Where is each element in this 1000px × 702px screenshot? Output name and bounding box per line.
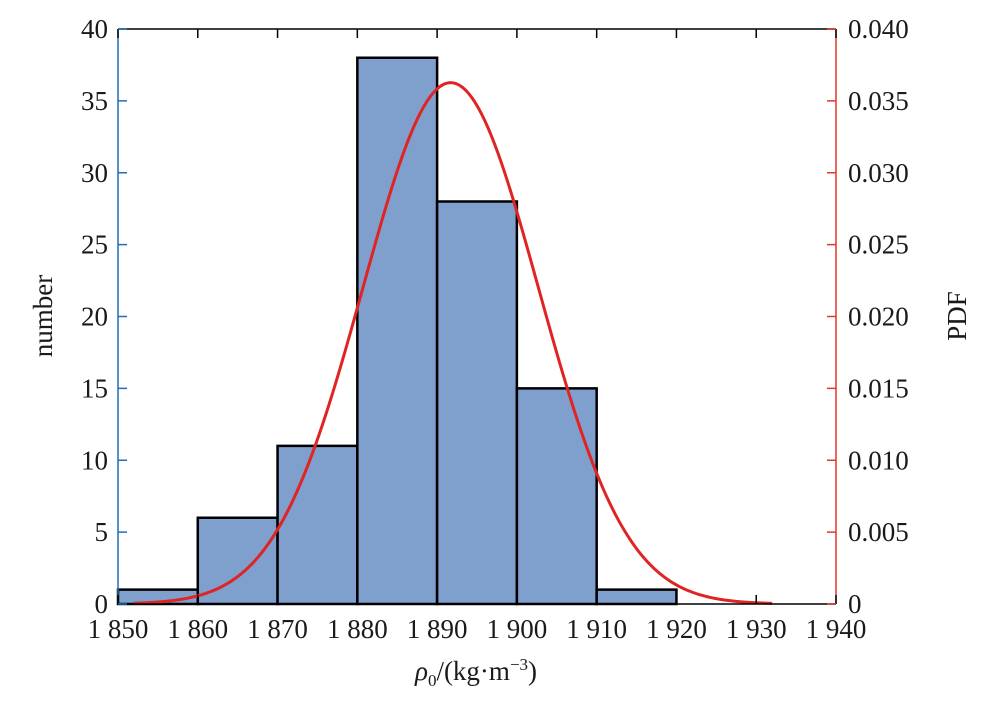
left-y-tick-label: 0 bbox=[95, 589, 109, 619]
x-axis-title-close: ) bbox=[528, 656, 537, 686]
left-y-tick-label: 30 bbox=[81, 158, 108, 188]
x-tick-label: 1 880 bbox=[327, 614, 388, 644]
left-y-tick-label: 20 bbox=[81, 302, 108, 332]
left-y-tick-label: 40 bbox=[81, 14, 108, 44]
x-axis-title-symbol: ρ bbox=[414, 656, 428, 686]
x-axis-title: ρ0/(kg·m−3) bbox=[414, 655, 537, 690]
right-y-tick-label: 0.005 bbox=[848, 517, 909, 547]
right-y-tick-label: 0.040 bbox=[848, 14, 909, 44]
left-y-tick-label: 10 bbox=[81, 445, 108, 475]
right-y-tick-label: 0.035 bbox=[848, 86, 909, 116]
x-axis-title-units: /(kg·m bbox=[436, 656, 510, 686]
histogram-bar bbox=[595, 588, 678, 606]
x-tick-label: 1 870 bbox=[247, 614, 308, 644]
bars-group bbox=[116, 56, 678, 606]
histogram-bar bbox=[276, 444, 359, 606]
right-y-tick-label: 0 bbox=[848, 589, 862, 619]
histogram-bar bbox=[196, 516, 279, 606]
x-ticks-group: 1 850 1 860 1 870 1 880 1 890 1 900 1 910 1 920… bbox=[88, 29, 867, 644]
left-y-axis-title: number bbox=[28, 275, 58, 357]
right-y-tick-label: 0.030 bbox=[848, 158, 909, 188]
x-tick-label: 1 940 bbox=[806, 614, 867, 644]
histogram-bar bbox=[356, 56, 439, 606]
x-tick-label: 1 850 bbox=[88, 614, 149, 644]
x-axis-title-superscript: −3 bbox=[510, 655, 528, 674]
left-y-tick-label: 25 bbox=[81, 230, 108, 260]
right-y-ticks-group: 0 0.005 0.010 0.015 0.020 0.025 0.030 0.035 0.04… bbox=[827, 14, 909, 619]
pdf-curve bbox=[133, 81, 773, 605]
left-y-tick-label: 5 bbox=[95, 517, 109, 547]
right-y-tick-label: 0.025 bbox=[848, 230, 909, 260]
x-tick-label: 1 890 bbox=[407, 614, 468, 644]
x-tick-label: 1 920 bbox=[646, 614, 707, 644]
x-tick-label: 1 900 bbox=[487, 614, 548, 644]
x-tick-label: 1 910 bbox=[566, 614, 627, 644]
x-tick-label: 1 930 bbox=[726, 614, 787, 644]
right-y-tick-label: 0.015 bbox=[848, 373, 909, 403]
left-y-tick-label: 15 bbox=[81, 373, 108, 403]
x-tick-label: 1 860 bbox=[167, 614, 228, 644]
left-y-ticks-group: 0 5 10 15 20 25 30 35 40 bbox=[81, 14, 127, 619]
left-y-tick-label: 35 bbox=[81, 86, 108, 116]
histogram-bar bbox=[515, 387, 598, 606]
histogram-bar bbox=[435, 200, 519, 606]
right-y-tick-label: 0.020 bbox=[848, 302, 909, 332]
right-y-tick-label: 0.010 bbox=[848, 445, 909, 475]
x-axis-title-subscript: 0 bbox=[428, 671, 437, 690]
right-y-axis-title: PDF bbox=[942, 291, 972, 341]
